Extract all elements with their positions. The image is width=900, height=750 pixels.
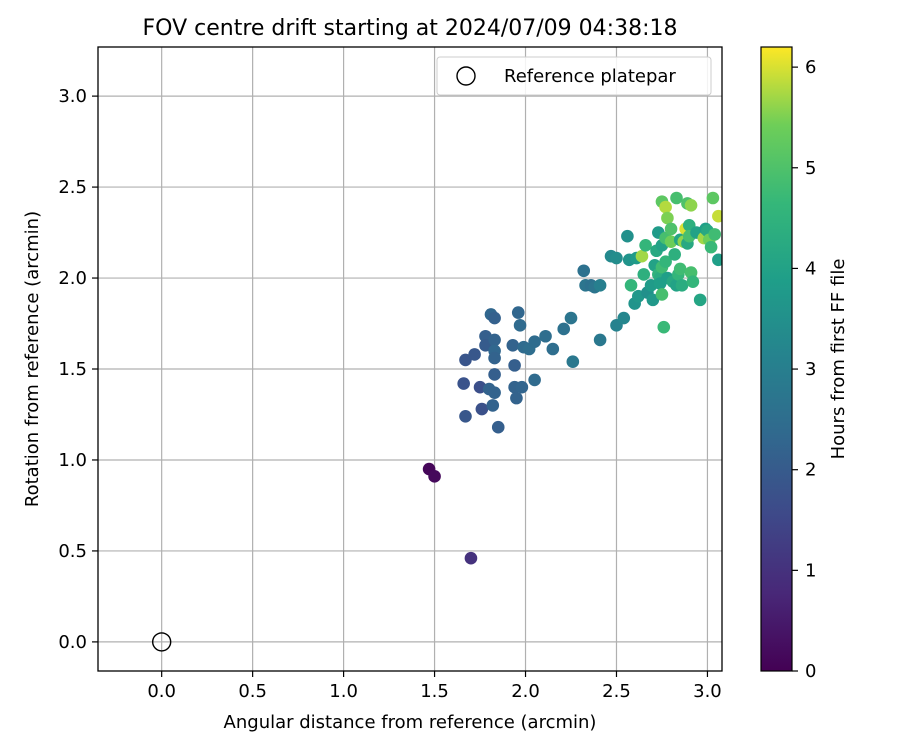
data-point: [657, 320, 671, 334]
data-point: [712, 253, 722, 267]
grid: [98, 47, 722, 671]
data-point: [459, 353, 472, 367]
data-point: [508, 359, 521, 372]
data-point: [621, 229, 634, 243]
legend-box: [436, 56, 712, 96]
data-point: [506, 339, 520, 352]
y-tick-label: 2.0: [58, 268, 87, 289]
colorbar-tick-label: 6: [805, 57, 816, 78]
x-tick-label: 0.0: [147, 681, 176, 702]
data-point: [684, 198, 698, 212]
data-point: [566, 355, 580, 369]
colorbar: 0 1 2 3 4 5 6 Hours from first FF file: [760, 46, 849, 682]
data-point: [661, 211, 674, 225]
data-point: [693, 293, 707, 307]
y-tick-label: 0.0: [58, 632, 87, 653]
x-tick-label: 2.0: [511, 681, 540, 702]
colorbar-gradient: [760, 46, 793, 672]
x-axis-ticks: 0.0 0.5 1.0 1.5 2.0 2.5 3.0: [147, 671, 722, 702]
reference-point: [151, 632, 172, 652]
y-tick-label: 2.5: [58, 177, 87, 198]
data-point: [528, 335, 541, 349]
data-point: [624, 279, 638, 292]
data-point: [577, 264, 591, 278]
data-point: [510, 391, 523, 405]
y-tick-label: 1.5: [58, 359, 87, 380]
colorbar-tick-label: 3: [805, 359, 816, 380]
y-tick-label: 3.0: [58, 86, 87, 107]
x-tick-label: 2.5: [602, 681, 631, 702]
data-point: [668, 248, 681, 261]
data-point: [488, 351, 501, 365]
data-point: [675, 279, 689, 292]
data-point: [488, 333, 501, 347]
data-point: [546, 342, 560, 356]
x-tick-label: 0.5: [238, 681, 267, 702]
data-point: [457, 377, 470, 390]
data-point: [528, 373, 541, 387]
data-point: [557, 322, 571, 336]
data-point: [637, 268, 651, 281]
data-point: [670, 191, 683, 205]
data-point: [686, 275, 700, 288]
data-point: [468, 348, 481, 361]
data-point: [708, 228, 722, 241]
data-point: [464, 551, 478, 565]
colorbar-label: Hours from first FF file: [828, 259, 849, 460]
data-point: [639, 238, 652, 252]
y-tick-label: 0.5: [58, 541, 87, 562]
data-point: [635, 249, 649, 263]
data-point: [659, 200, 672, 214]
data-point: [513, 319, 527, 332]
y-axis-ticks: 0.0 0.5 1.0 1.5 2.0 2.5 3.0: [58, 86, 98, 653]
data-point: [488, 368, 501, 381]
data-point: [655, 288, 669, 301]
data-point: [706, 191, 720, 205]
plot-frame: [97, 46, 723, 672]
legend-marker: [456, 66, 476, 86]
y-tick-label: 1.0: [58, 450, 87, 471]
chart-title: FOV centre drift starting at 2024/07/09 …: [143, 16, 678, 41]
data-point: [593, 333, 607, 347]
data-point: [659, 255, 672, 268]
data-point: [491, 420, 505, 434]
data-point: [539, 329, 552, 343]
data-point: [515, 380, 529, 394]
colorbar-tick-label: 5: [805, 158, 816, 179]
scatter-points: [422, 191, 722, 565]
data-point: [712, 209, 722, 223]
data-point: [646, 293, 660, 307]
data-point: [475, 402, 489, 416]
x-tick-label: 3.0: [693, 681, 722, 702]
colorbar-tick-label: 0: [805, 661, 816, 682]
x-tick-label: 1.5: [420, 681, 449, 702]
data-point: [617, 311, 631, 325]
data-point: [488, 311, 501, 325]
colorbar-ticks: 0 1 2 3 4 5 6: [792, 57, 816, 682]
data-point: [664, 222, 678, 236]
data-point: [610, 251, 623, 265]
x-axis-label: Angular distance from reference (arcmin): [224, 712, 597, 733]
data-point: [459, 410, 472, 423]
legend-label: Reference platepar: [504, 66, 676, 87]
legend: Reference platepar: [436, 56, 712, 96]
x-tick-label: 1.0: [329, 681, 358, 702]
data-point: [673, 262, 687, 276]
data-point: [593, 279, 607, 292]
reference-layer: [151, 632, 172, 652]
data-point: [479, 339, 492, 352]
y-axis-label: Rotation from reference (arcmin): [22, 211, 43, 507]
data-point: [511, 306, 525, 319]
colorbar-tick-label: 2: [805, 460, 816, 481]
data-point: [428, 470, 441, 483]
data-point: [564, 311, 578, 325]
data-point: [704, 240, 718, 254]
data-point: [488, 386, 501, 399]
colorbar-tick-label: 1: [805, 560, 816, 581]
colorbar-tick-label: 4: [805, 258, 816, 279]
data-point: [486, 399, 500, 412]
